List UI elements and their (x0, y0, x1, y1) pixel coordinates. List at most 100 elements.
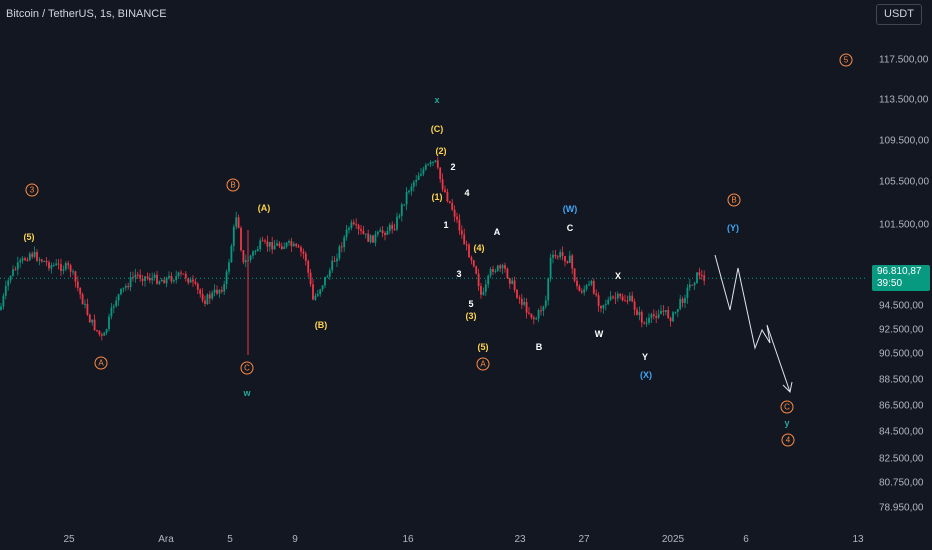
candle-body (376, 231, 379, 235)
candle-body (206, 294, 209, 305)
wave-label[interactable]: (1) (431, 192, 443, 202)
wave-label[interactable]: (3) (465, 311, 477, 321)
candle-body (192, 279, 194, 282)
price-scale-label: 84.500,00 (879, 426, 924, 438)
candle-body (283, 246, 286, 250)
candle-body (693, 282, 696, 286)
candle-body (79, 287, 82, 295)
candle-body (62, 269, 65, 271)
wave-label[interactable]: 5 (839, 53, 853, 67)
candle-body (662, 310, 665, 312)
candle-body (564, 256, 566, 262)
wave-label[interactable]: 2 (450, 162, 456, 172)
candle-body (232, 226, 235, 246)
candle-body (420, 173, 422, 176)
wave-label[interactable]: (Y) (727, 223, 739, 233)
wave-label[interactable]: X (614, 271, 622, 281)
wave-label[interactable]: (5) (23, 232, 35, 242)
candle-body (9, 275, 12, 281)
currency-button[interactable]: USDT (876, 4, 922, 25)
candle-body (650, 314, 653, 318)
time-scale-label: 2025 (661, 534, 685, 545)
wave-label[interactable]: (W) (562, 204, 578, 214)
candle-body (338, 246, 341, 259)
price-scale[interactable]: 117.500,00 113.500,00 109.500,00 105.500,00… (868, 0, 932, 531)
candle-body (528, 312, 530, 314)
candle-body (57, 263, 60, 265)
candle-body (672, 312, 674, 322)
candle-body (98, 330, 101, 335)
candle-body (592, 281, 595, 294)
wave-label[interactable]: W (594, 329, 604, 339)
candle-body (542, 306, 545, 311)
candle-body (506, 268, 509, 279)
wave-label[interactable]: 3 (456, 269, 462, 279)
wave-label[interactable]: B (226, 178, 240, 192)
candle-body (532, 317, 535, 320)
candle-body (448, 201, 451, 203)
candle-body (302, 251, 305, 254)
wave-label[interactable]: (5) (477, 342, 489, 352)
candle-body (561, 252, 564, 257)
candle-body (352, 222, 355, 225)
candle-body (196, 283, 199, 290)
wave-label[interactable]: C (566, 223, 574, 233)
candle-body (309, 272, 312, 285)
candle-body (21, 258, 24, 261)
wave-label[interactable]: y (784, 418, 790, 428)
candle-body (292, 243, 295, 247)
wave-label[interactable]: (4) (473, 243, 485, 253)
wave-label[interactable]: A (493, 227, 501, 237)
candle-body (300, 247, 302, 252)
candle-body (424, 164, 427, 170)
wave-label[interactable]: B (535, 342, 543, 352)
wave-label[interactable]: (2) (435, 146, 447, 156)
wave-label[interactable]: 1 (443, 220, 449, 230)
wave-label[interactable]: C (780, 400, 794, 414)
candle-body (439, 167, 442, 180)
wave-label[interactable]: C (240, 361, 254, 375)
candle-body (12, 269, 14, 276)
wave-label[interactable]: 5 (468, 299, 474, 309)
candle-body (280, 246, 283, 250)
bar-countdown: 39:50 (877, 278, 903, 290)
wave-label[interactable]: w (243, 388, 251, 398)
candle-body (456, 216, 458, 220)
wave-label[interactable]: x (434, 95, 440, 105)
time-scale-label: 27 (578, 534, 590, 545)
candle-body (597, 295, 600, 306)
candle-body (619, 293, 622, 297)
wave-label[interactable]: 3 (25, 183, 39, 197)
time-scale[interactable]: 25 Ara 5 9 16 23 27 2025 6 13 (0, 531, 868, 550)
wave-label[interactable]: Y (641, 352, 649, 362)
candle-body (578, 286, 581, 292)
price-chart[interactable] (0, 0, 868, 531)
candle-body (340, 246, 343, 248)
candle-body (254, 251, 257, 253)
wave-label[interactable]: A (94, 356, 108, 370)
candle-body (259, 240, 262, 250)
wave-label[interactable]: 4 (464, 188, 470, 198)
candle-body (520, 298, 523, 305)
candle-body (139, 274, 142, 279)
candle-body (700, 275, 703, 277)
candle-body (288, 241, 290, 243)
wave-label[interactable]: (X) (640, 370, 652, 380)
wave-label[interactable]: (A) (257, 203, 271, 213)
candle-body (463, 234, 466, 245)
candle-body (160, 279, 163, 282)
candle-body (204, 300, 206, 305)
wave-label[interactable]: (B) (314, 320, 328, 330)
wave-label[interactable]: A (476, 357, 490, 371)
wave-label[interactable]: B (727, 193, 741, 207)
wave-label[interactable]: (C) (430, 124, 444, 134)
candle-body (172, 280, 175, 282)
last-price-value: 96.810,87 (877, 266, 922, 278)
projection-path[interactable] (714, 254, 791, 393)
candle-body (552, 254, 554, 258)
candle-body (566, 261, 569, 263)
candle-body (362, 230, 365, 235)
candle-body (4, 285, 7, 296)
candle-body (444, 189, 446, 192)
wave-label[interactable]: 4 (781, 433, 795, 447)
